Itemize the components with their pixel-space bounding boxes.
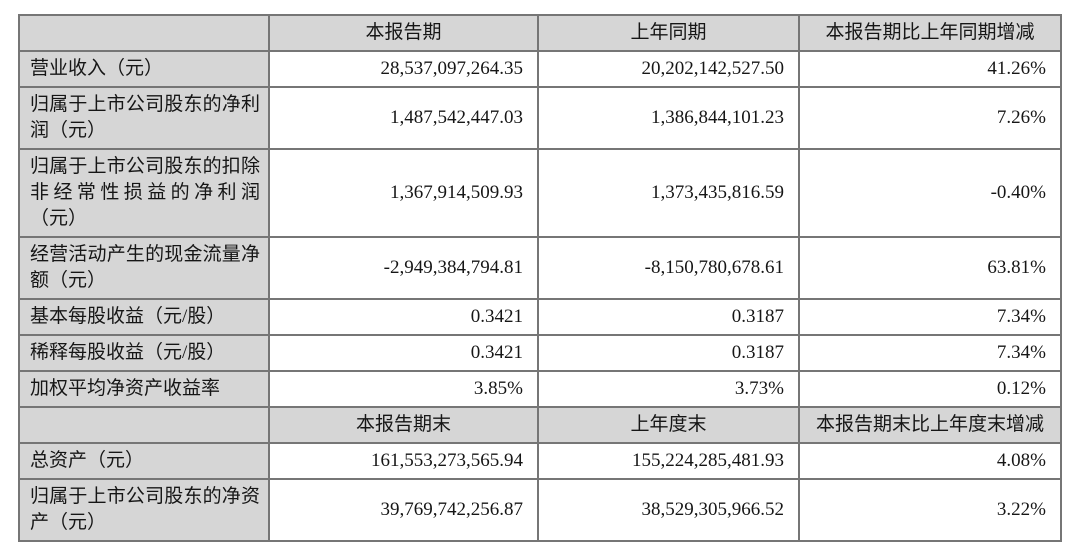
current-period-value: 0.3421 bbox=[268, 298, 539, 336]
row-label: 营业收入（元） bbox=[18, 50, 270, 88]
change-value: 7.26% bbox=[798, 86, 1062, 150]
current-period-value: 39,769,742,256.87 bbox=[268, 478, 539, 542]
prior-period-value: -8,150,780,678.61 bbox=[537, 236, 800, 300]
prior-period-value: 0.3187 bbox=[537, 298, 800, 336]
current-period-value: 28,537,097,264.35 bbox=[268, 50, 539, 88]
current-period-value: 1,367,914,509.93 bbox=[268, 148, 539, 238]
financial-summary-table: 本报告期 上年同期 本报告期比上年同期增减 营业收入（元） 28,537,097… bbox=[18, 14, 1062, 542]
row-label: 总资产（元） bbox=[18, 442, 270, 480]
current-period-value: 1,487,542,447.03 bbox=[268, 86, 539, 150]
prior-period-value: 155,224,285,481.93 bbox=[537, 442, 800, 480]
prior-period-value: 3.73% bbox=[537, 370, 800, 408]
header-current-period: 本报告期 bbox=[268, 14, 539, 52]
prior-period-value: 0.3187 bbox=[537, 334, 800, 372]
table-row: 稀释每股收益（元/股） 0.3421 0.3187 7.34% bbox=[18, 334, 1062, 372]
change-value: 3.22% bbox=[798, 478, 1062, 542]
prior-period-value: 38,529,305,966.52 bbox=[537, 478, 800, 542]
current-period-value: 3.85% bbox=[268, 370, 539, 408]
prior-period-value: 20,202,142,527.50 bbox=[537, 50, 800, 88]
header-prior-period: 上年同期 bbox=[537, 14, 800, 52]
row-label: 基本每股收益（元/股） bbox=[18, 298, 270, 336]
header-empty-cell bbox=[18, 406, 270, 444]
row-label: 归属于上市公司股东的净利润（元） bbox=[18, 86, 270, 150]
change-value: 7.34% bbox=[798, 298, 1062, 336]
prior-period-value: 1,386,844,101.23 bbox=[537, 86, 800, 150]
header-empty-cell bbox=[18, 14, 270, 52]
table-row: 总资产（元） 161,553,273,565.94 155,224,285,48… bbox=[18, 442, 1062, 480]
current-period-value: -2,949,384,794.81 bbox=[268, 236, 539, 300]
change-value: 7.34% bbox=[798, 334, 1062, 372]
prior-period-value: 1,373,435,816.59 bbox=[537, 148, 800, 238]
table-header-row: 本报告期末 上年度末 本报告期末比上年度末增减 bbox=[18, 406, 1062, 444]
change-value: 63.81% bbox=[798, 236, 1062, 300]
table-row: 基本每股收益（元/股） 0.3421 0.3187 7.34% bbox=[18, 298, 1062, 336]
row-label: 稀释每股收益（元/股） bbox=[18, 334, 270, 372]
table-row: 归属于上市公司股东的净利润（元） 1,487,542,447.03 1,386,… bbox=[18, 86, 1062, 150]
table-row: 归属于上市公司股东的扣除非经常性损益的净利润（元） 1,367,914,509.… bbox=[18, 148, 1062, 238]
change-value: 41.26% bbox=[798, 50, 1062, 88]
row-label: 归属于上市公司股东的净资产（元） bbox=[18, 478, 270, 542]
row-label: 归属于上市公司股东的扣除非经常性损益的净利润（元） bbox=[18, 148, 270, 238]
row-label: 加权平均净资产收益率 bbox=[18, 370, 270, 408]
current-period-value: 0.3421 bbox=[268, 334, 539, 372]
header-prior-period: 上年度末 bbox=[537, 406, 800, 444]
change-value: -0.40% bbox=[798, 148, 1062, 238]
row-label: 经营活动产生的现金流量净额（元） bbox=[18, 236, 270, 300]
header-current-period: 本报告期末 bbox=[268, 406, 539, 444]
change-value: 4.08% bbox=[798, 442, 1062, 480]
change-value: 0.12% bbox=[798, 370, 1062, 408]
header-change: 本报告期末比上年度末增减 bbox=[798, 406, 1062, 444]
table-row: 加权平均净资产收益率 3.85% 3.73% 0.12% bbox=[18, 370, 1062, 408]
table-row: 营业收入（元） 28,537,097,264.35 20,202,142,527… bbox=[18, 50, 1062, 88]
current-period-value: 161,553,273,565.94 bbox=[268, 442, 539, 480]
header-change: 本报告期比上年同期增减 bbox=[798, 14, 1062, 52]
table-row: 经营活动产生的现金流量净额（元） -2,949,384,794.81 -8,15… bbox=[18, 236, 1062, 300]
table-header-row: 本报告期 上年同期 本报告期比上年同期增减 bbox=[18, 14, 1062, 52]
table-row: 归属于上市公司股东的净资产（元） 39,769,742,256.87 38,52… bbox=[18, 478, 1062, 542]
